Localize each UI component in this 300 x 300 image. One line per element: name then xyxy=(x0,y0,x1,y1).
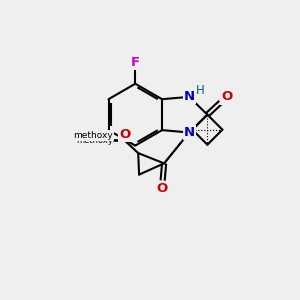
Text: methoxy: methoxy xyxy=(76,136,113,145)
Text: H: H xyxy=(196,85,205,98)
Text: F: F xyxy=(131,56,140,69)
Text: methoxy: methoxy xyxy=(75,134,106,140)
Text: methoxy: methoxy xyxy=(74,131,113,140)
Text: O: O xyxy=(119,128,130,141)
Text: N: N xyxy=(184,126,195,139)
Text: O: O xyxy=(221,91,233,103)
Text: N: N xyxy=(184,90,195,104)
Text: O: O xyxy=(156,182,168,195)
